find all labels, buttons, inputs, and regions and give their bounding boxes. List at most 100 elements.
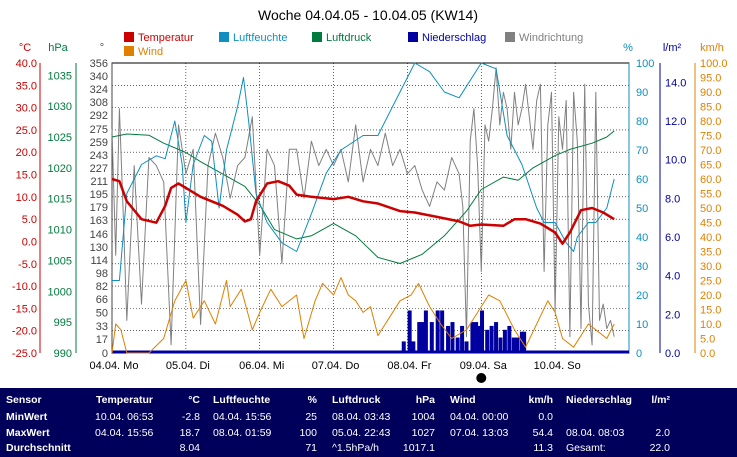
wind-tick-label: 90.0 bbox=[700, 87, 721, 99]
temperature-tick-label: 15.0 bbox=[16, 170, 37, 182]
wind-tick-label: 30.0 bbox=[700, 261, 721, 273]
precip-bar bbox=[420, 322, 425, 353]
wind-tick-label: 80.0 bbox=[700, 116, 721, 128]
precip-bar bbox=[522, 331, 527, 353]
row-max-pres-value: 1027 bbox=[411, 427, 435, 439]
x-tick-label: 07.04. Do bbox=[312, 360, 360, 372]
row-min-pres-time: 08.04. 03:43 bbox=[332, 411, 391, 423]
precip-bar bbox=[480, 310, 485, 353]
precip-bar bbox=[489, 325, 494, 353]
chart-axes: 40.0 35.0 30.0 25.0 20.0 15.0 10.0 5.0 0.0 -5.0 -1… bbox=[12, 42, 728, 360]
precip-bar bbox=[477, 325, 482, 353]
wind-tick-label: 20.0 bbox=[700, 290, 721, 302]
wind-tick-label: 40.0 bbox=[700, 232, 721, 244]
wind-tick-label: 5.0 bbox=[700, 334, 715, 346]
legend-swatch-wind bbox=[124, 46, 134, 56]
row-avg-label: Durchschnitt bbox=[6, 442, 71, 454]
row-min-hum-value: 25 bbox=[305, 411, 317, 423]
row-max-hum-time: 08.04. 01:59 bbox=[213, 427, 272, 439]
winddir-tick-label: 275 bbox=[90, 124, 108, 136]
precip-bar bbox=[515, 337, 520, 353]
winddir-tick-label: 50 bbox=[96, 307, 108, 319]
winddir-tick-label: 114 bbox=[90, 255, 108, 267]
winddir-tick-label: 0 bbox=[102, 348, 108, 360]
wind-tick-label: 65.0 bbox=[700, 160, 721, 172]
winddir-tick-label: 227 bbox=[90, 163, 108, 175]
x-tick-label: 10.04. So bbox=[534, 360, 581, 372]
row-max-label: MaxWert bbox=[6, 427, 50, 439]
row-avg-temp-value: 8.04 bbox=[179, 442, 200, 454]
row-min-hum-time: 04.04. 15:56 bbox=[213, 411, 272, 423]
row-max-prec-value: 2.0 bbox=[655, 427, 670, 439]
row-max-wind-value: 54.4 bbox=[532, 427, 553, 439]
winddir-tick-label: 130 bbox=[90, 242, 108, 254]
chart-series bbox=[111, 62, 629, 354]
pressure-tick-label: 1010 bbox=[48, 225, 72, 237]
winddir-unit-label: ° bbox=[100, 42, 104, 54]
precip-bar bbox=[417, 322, 422, 353]
chart-title: Woche 04.04.05 - 10.04.05 (KW14) bbox=[258, 7, 478, 23]
legend-label-humidity: Luftfeuchte bbox=[233, 32, 287, 44]
winddir-tick-label: 243 bbox=[90, 150, 108, 162]
humidity-tick-label: 0 bbox=[636, 348, 642, 360]
row-avg-hum-value: 71 bbox=[305, 442, 317, 454]
pressure-tick-label: 1035 bbox=[48, 70, 72, 82]
wind-tick-label: 60.0 bbox=[700, 174, 721, 186]
precip-tick-label: 2.0 bbox=[665, 309, 680, 321]
wind-tick-label: 75.0 bbox=[700, 131, 721, 143]
row-avg-prec-time: Gesamt: bbox=[566, 442, 606, 454]
legend-label-pressure: Luftdruck bbox=[326, 32, 372, 44]
pressure-line bbox=[111, 130, 615, 264]
humidity-tick-label: 40 bbox=[636, 232, 648, 244]
temperature-tick-label: -10.0 bbox=[12, 281, 37, 293]
humidity-line bbox=[112, 62, 615, 281]
temperature-tick-label: -15.0 bbox=[12, 303, 37, 315]
temperature-tick-label: 30.0 bbox=[16, 103, 37, 115]
precip-tick-label: 10.0 bbox=[665, 155, 686, 167]
temperature-tick-label: 40.0 bbox=[16, 58, 37, 70]
temperature-tick-label: 0.0 bbox=[22, 236, 37, 248]
precip-bar bbox=[435, 310, 440, 353]
winddir-tick-label: 146 bbox=[90, 229, 108, 241]
pressure-tick-label: 1000 bbox=[48, 286, 72, 298]
wind-tick-label: 0.0 bbox=[700, 348, 715, 360]
precip-bar bbox=[507, 325, 512, 353]
precip-bar bbox=[440, 310, 445, 353]
temperature-tick-label: 5.0 bbox=[22, 214, 37, 226]
row-min-pres-value: 1004 bbox=[411, 411, 435, 423]
precip-bar bbox=[446, 325, 451, 353]
precip-tick-label: 12.0 bbox=[665, 116, 686, 128]
winddir-tick-label: 211 bbox=[90, 176, 108, 188]
winddir-tick-label: 82 bbox=[96, 281, 108, 293]
row-max-pres-time: 05.04. 22:43 bbox=[332, 427, 391, 439]
precip-bar bbox=[423, 310, 428, 353]
pressure-tick-label: 995 bbox=[54, 317, 72, 329]
legend-label-wind: Wind bbox=[138, 46, 163, 58]
weather-chart: Woche 04.04.05 - 10.04.05 (KW14) 40.0 35.… bbox=[12, 7, 728, 383]
header-sensor: Sensor bbox=[6, 394, 42, 406]
humidity-tick-label: 30 bbox=[636, 261, 648, 273]
temperature-tick-label: -20.0 bbox=[12, 326, 37, 338]
wind-tick-label: 25.0 bbox=[700, 276, 721, 288]
x-tick-label: 08.04. Fr bbox=[387, 360, 431, 372]
temperature-tick-label: -5.0 bbox=[18, 259, 37, 271]
precip-bar bbox=[429, 322, 434, 353]
winddir-tick-label: 33 bbox=[96, 321, 108, 333]
legend-label-temperature: Temperatur bbox=[138, 32, 194, 44]
header-temperature: Temperatur bbox=[96, 394, 153, 406]
winddir-tick-label: 292 bbox=[90, 110, 108, 122]
precip-tick-label: 8.0 bbox=[665, 193, 680, 205]
humidity-tick-label: 80 bbox=[636, 116, 648, 128]
precip-bar bbox=[464, 341, 469, 353]
pressure-tick-label: 990 bbox=[54, 348, 72, 360]
precip-bar bbox=[455, 337, 460, 353]
humidity-tick-label: 70 bbox=[636, 145, 648, 157]
header-humidity-unit: % bbox=[307, 394, 317, 406]
precip-bar bbox=[474, 322, 479, 353]
winddir-tick-label: 17 bbox=[96, 334, 108, 346]
temperature-tick-label: 20.0 bbox=[16, 147, 37, 159]
temperature-line bbox=[111, 177, 615, 245]
row-max-prec-time: 08.04. 08:03 bbox=[566, 427, 625, 439]
legend-swatch-pressure bbox=[312, 32, 322, 42]
